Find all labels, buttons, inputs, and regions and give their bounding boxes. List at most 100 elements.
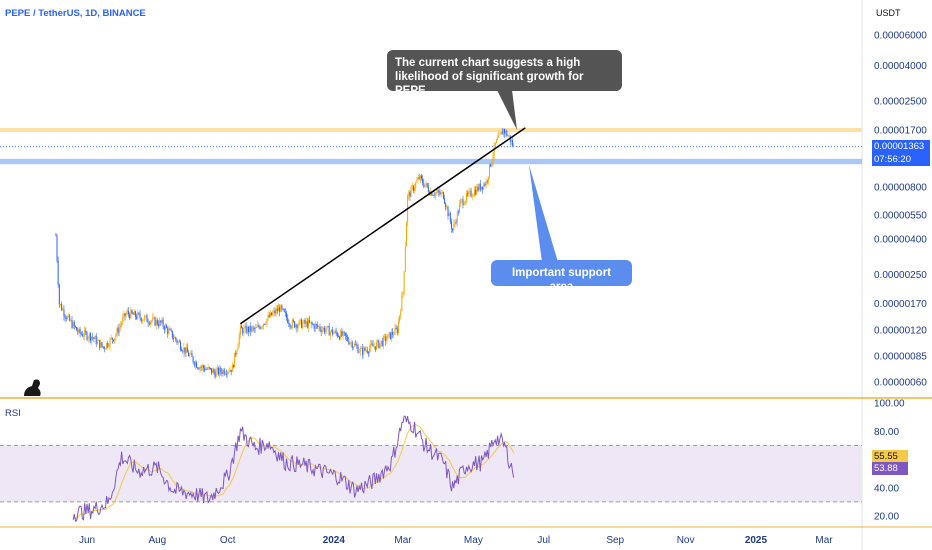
candle-body bbox=[119, 325, 121, 327]
price-tick-label: 0.00000085 bbox=[874, 351, 927, 362]
annotation-support[interactable]: Important support area bbox=[491, 260, 632, 293]
candle-body bbox=[448, 213, 450, 216]
candle-body bbox=[232, 364, 234, 368]
candle-body bbox=[177, 341, 179, 343]
candle-body bbox=[174, 337, 176, 339]
candle-body bbox=[346, 335, 348, 337]
candle-body bbox=[256, 327, 258, 328]
candle-body bbox=[184, 347, 186, 354]
candle-body bbox=[167, 328, 169, 334]
candle-body bbox=[131, 310, 133, 314]
candle-body bbox=[312, 324, 314, 326]
candle-body bbox=[200, 366, 202, 368]
candle-body bbox=[257, 325, 259, 328]
candle-body bbox=[216, 367, 218, 371]
currency-selector[interactable]: USDT bbox=[876, 8, 901, 18]
candle-body bbox=[450, 221, 452, 229]
candle-body bbox=[251, 327, 253, 332]
candle-body bbox=[504, 129, 506, 134]
candle-body bbox=[482, 186, 484, 190]
candle-body bbox=[302, 323, 304, 328]
trendline-layer[interactable] bbox=[239, 127, 526, 325]
candle-body bbox=[215, 370, 217, 378]
candle-body bbox=[283, 309, 285, 312]
candle-body bbox=[87, 338, 89, 340]
candle-body bbox=[99, 340, 101, 348]
candle-body bbox=[192, 356, 194, 363]
candle-body bbox=[424, 184, 426, 187]
rsi-tick-label: 20.00 bbox=[874, 512, 899, 523]
candle-body bbox=[284, 311, 286, 313]
candle-body bbox=[402, 291, 404, 296]
candle-body bbox=[356, 345, 358, 347]
candle-body bbox=[479, 183, 481, 190]
candle-body bbox=[418, 177, 420, 180]
candle-body bbox=[359, 348, 361, 352]
candle-body bbox=[288, 322, 290, 324]
candle-body bbox=[291, 320, 293, 328]
candle-body bbox=[446, 206, 448, 208]
candle-body bbox=[274, 310, 276, 314]
time-tick-label: Jun bbox=[79, 535, 95, 546]
candle-body bbox=[73, 322, 75, 327]
candle-body bbox=[214, 372, 216, 378]
candle-body bbox=[109, 338, 111, 347]
candle-body bbox=[372, 344, 374, 347]
candle-body bbox=[69, 315, 71, 321]
annotation-growth[interactable]: The current chart suggests a high likeli… bbox=[387, 50, 622, 97]
candle-body bbox=[182, 350, 184, 352]
candle-body bbox=[333, 332, 335, 335]
candle-body bbox=[207, 367, 209, 370]
candle-body bbox=[77, 330, 79, 333]
candle-body bbox=[341, 331, 343, 336]
candle-body bbox=[212, 369, 214, 374]
candle-body bbox=[502, 129, 504, 135]
time-tick-label: Oct bbox=[220, 535, 236, 546]
candle-body bbox=[220, 367, 222, 372]
candle-body bbox=[64, 316, 66, 318]
candle-body bbox=[160, 320, 162, 323]
candle-body bbox=[456, 211, 458, 223]
candle-body bbox=[206, 368, 208, 370]
callout-pointer-growth bbox=[497, 90, 517, 130]
candle-body bbox=[123, 313, 125, 318]
candle-body bbox=[480, 186, 482, 190]
candle-body bbox=[508, 135, 510, 137]
candle-body bbox=[489, 164, 491, 177]
candle-body bbox=[205, 368, 207, 371]
candle-body bbox=[235, 352, 237, 355]
candle-body bbox=[320, 329, 322, 332]
candle-body bbox=[199, 366, 201, 370]
candle-body bbox=[186, 347, 188, 353]
candle-body bbox=[422, 178, 424, 184]
candle-body bbox=[344, 332, 346, 336]
candle-body bbox=[447, 206, 449, 216]
candle-body bbox=[465, 193, 467, 202]
candle-body bbox=[440, 192, 442, 195]
time-tick-label: Nov bbox=[677, 535, 695, 546]
candle-body bbox=[431, 191, 433, 196]
candle-body bbox=[366, 350, 368, 353]
price-tick-label: 0.00004000 bbox=[874, 61, 927, 72]
rsi-label: RSI bbox=[5, 408, 21, 419]
candle-body bbox=[190, 353, 192, 355]
candle-body bbox=[132, 313, 134, 315]
price-tick-label: 0.00000400 bbox=[874, 235, 927, 246]
candle-body bbox=[268, 315, 270, 318]
candle-body bbox=[93, 337, 95, 339]
candles-layer bbox=[55, 127, 515, 380]
candle-body bbox=[507, 135, 509, 137]
candle-body bbox=[245, 325, 247, 333]
candle-body bbox=[334, 330, 336, 333]
candle-body bbox=[350, 342, 352, 344]
candle-body bbox=[354, 344, 356, 347]
candle-body bbox=[328, 326, 330, 336]
candle-body bbox=[173, 337, 175, 339]
chart-title: PEPE / TetherUS, 1D, BINANCE bbox=[5, 8, 146, 19]
candle-body bbox=[118, 326, 120, 333]
candle-body bbox=[55, 235, 57, 237]
price-tick-label: 0.00000550 bbox=[874, 211, 927, 222]
candle-body bbox=[243, 327, 245, 334]
candle-body bbox=[362, 348, 364, 355]
candle-body bbox=[319, 326, 321, 330]
